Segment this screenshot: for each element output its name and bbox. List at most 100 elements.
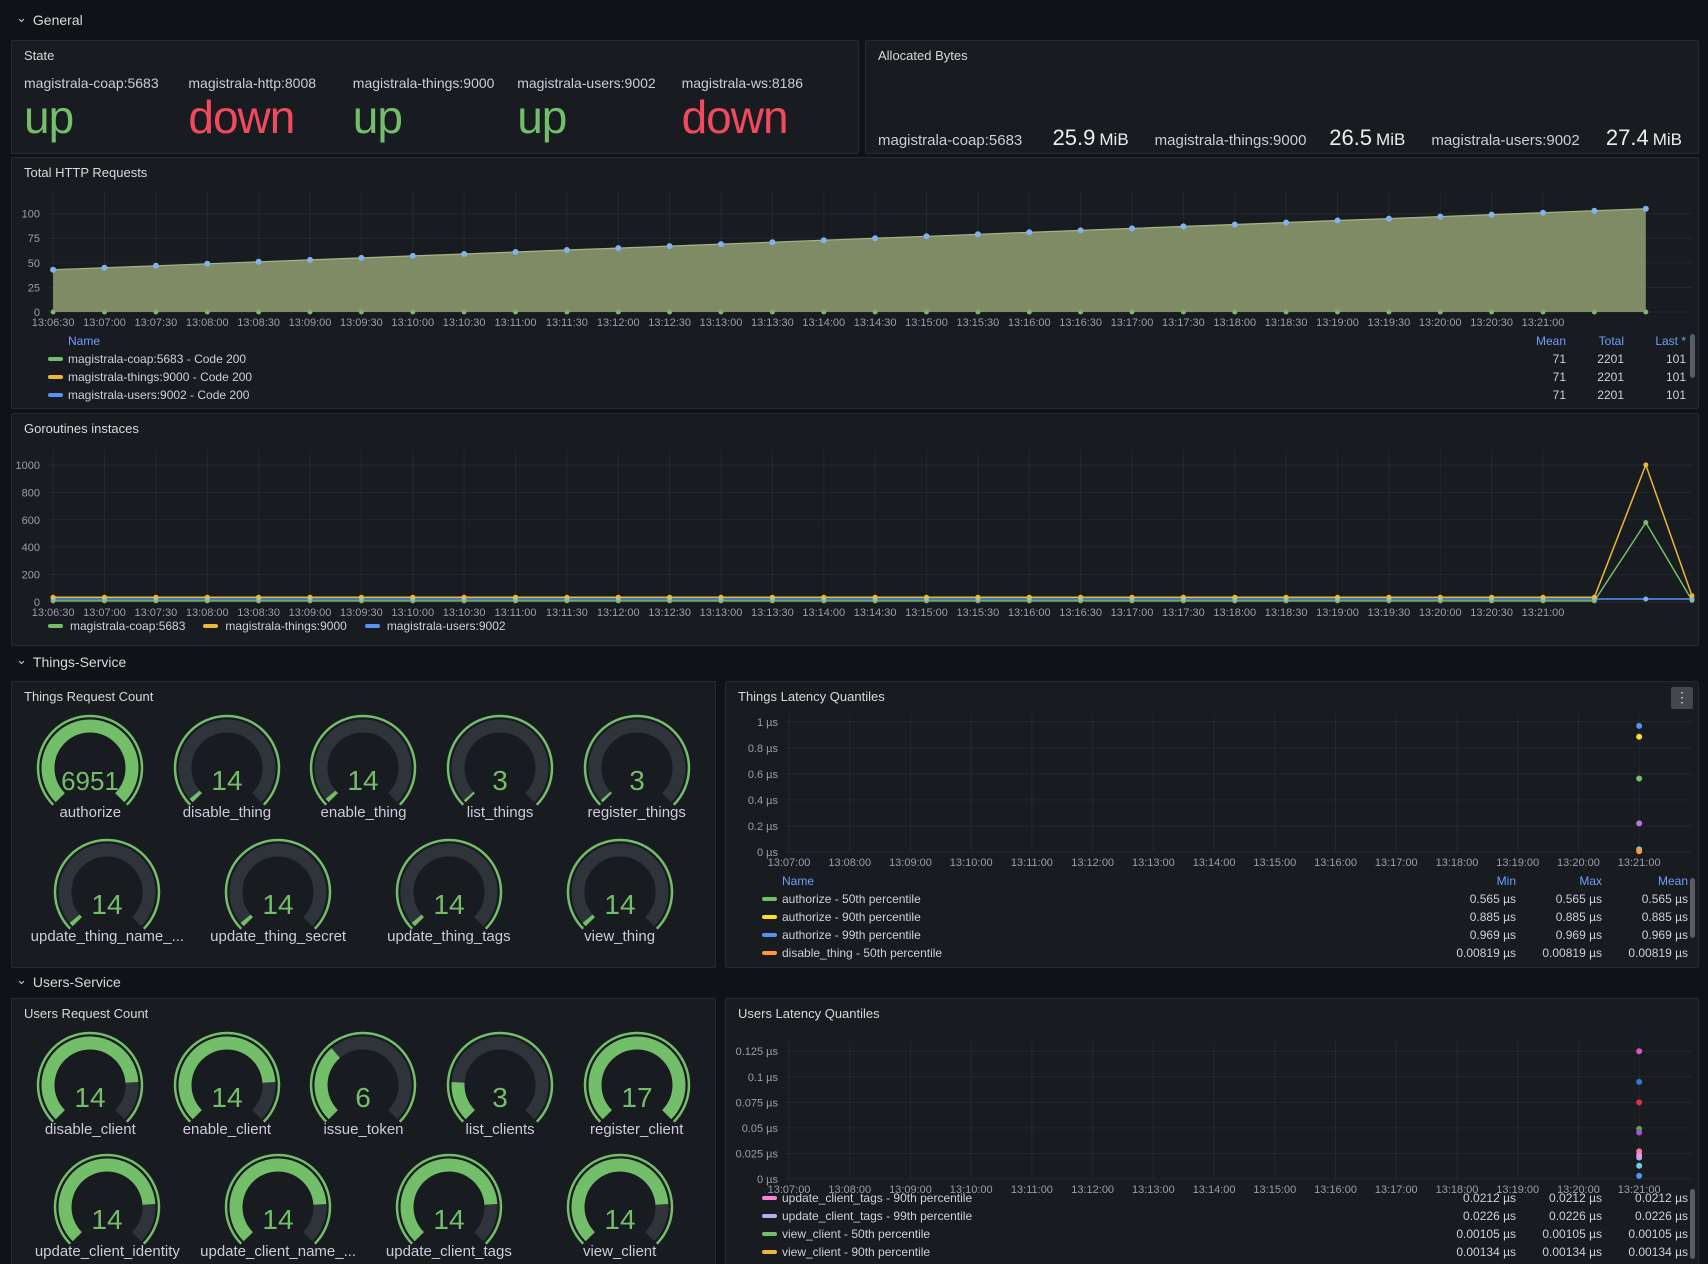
svg-text:13:21:00: 13:21:00 [1522,607,1565,619]
legend-series-name[interactable]: update_client_tags - 90th percentile [782,1191,973,1205]
legend-scrollbar[interactable] [1690,878,1695,938]
stat-magistrala-users:9002: magistrala-users:9002 up [517,75,681,144]
legend-row[interactable]: magistrala-coap:5683 - Code 200 71 2201 101 [42,350,1686,368]
panel-title: Users Latency Quantiles [738,1006,880,1021]
svg-text:13:11:30: 13:11:30 [546,607,588,619]
total-http-requests-chart[interactable]: 13:06:30 13:07:00 13:07:30 13:08:00 13:08:30… [12,184,1698,332]
legend-series-name[interactable]: magistrala-users:9002 - Code 200 [68,388,250,402]
legend-scrollbar[interactable] [1690,334,1695,378]
svg-text:13:20:00: 13:20:00 [1419,317,1462,329]
legend-header-Min[interactable]: Min [1496,874,1516,888]
svg-text:0.025 µs: 0.025 µs [736,1148,779,1160]
svg-text:13:13:00: 13:13:00 [700,607,743,619]
legend-scrollbar[interactable] [1690,1189,1695,1259]
legend-value: 0.00105 µs [1628,1227,1688,1241]
goroutines-chart[interactable]: 13:06:30 13:07:00 13:07:30 13:08:00 13:08:30… [12,442,1698,620]
gauge-value: 14 [92,889,123,920]
svg-text:13:20:00: 13:20:00 [1557,857,1600,868]
legend-row[interactable]: view_client - 50th percentile 0.00105 µs 0… [756,1225,1688,1243]
users-latency-chart[interactable]: 13:07:00 13:08:00 13:09:00 13:10:00 13:11:00… [726,1035,1698,1195]
legend-value: 0.00105 µs [1456,1227,1516,1241]
gauge-arc: 3 [446,714,554,806]
legend-row[interactable]: authorize - 99th percentile 0.969 µs 0.969… [756,926,1688,944]
legend-series-name[interactable]: authorize - 99th percentile [782,928,921,942]
legend-series-name[interactable]: magistrala-things:9000 - Code 200 [68,370,253,384]
svg-text:13:12:30: 13:12:30 [648,607,691,619]
legend-value: 0.00134 µs [1456,1245,1516,1259]
svg-text:50: 50 [28,258,40,270]
legend-row[interactable]: authorize - 90th percentile 0.885 µs 0.885… [756,908,1688,926]
legend-header-Last[interactable]: Last * [1655,334,1686,348]
svg-text:0 µs: 0 µs [757,1174,779,1186]
legend-row[interactable]: disable_thing - 50th percentile 0.00819 µ… [756,944,1688,962]
svg-text:13:18:30: 13:18:30 [1265,607,1308,619]
legend-header-Mean[interactable]: Mean [1535,334,1566,348]
section-header-things-service[interactable]: ⌄ Things-Service [16,652,126,670]
svg-text:13:10:00: 13:10:00 [950,1184,993,1195]
chevron-down-icon: ⌄ [16,652,27,667]
svg-text:0: 0 [34,597,40,609]
legend-item[interactable]: magistrala-things:9000 [203,619,347,633]
legend-header-name[interactable]: Name [68,334,101,348]
legend-item[interactable]: magistrala-coap:5683 [48,619,185,633]
legend-row[interactable]: view_client - 90th percentile 0.00134 µs 0… [756,1243,1688,1261]
alloc-value: 27.4 MiB [1605,125,1682,150]
gauge-arc: 6 [310,1031,417,1123]
gauge-label: authorize [59,804,122,821]
stat-name: magistrala-coap:5683 [24,75,159,91]
legend-value: 0.969 µs [1469,928,1516,942]
legend-value: 0.00105 µs [1542,1227,1602,1241]
gauge-arc: 14 [54,838,161,930]
legend-series-name[interactable]: update_client_tags - 99th percentile [782,1209,973,1223]
stat-magistrala-ws:8186: magistrala-ws:8186 down [682,75,846,144]
svg-text:13:17:00: 13:17:00 [1375,1184,1418,1195]
legend-item[interactable]: magistrala-users:9002 [364,619,506,633]
legend-header-Max[interactable]: Max [1579,874,1602,888]
legend-value: 0.565 µs [1555,892,1602,906]
stat-magistrala-http:8008: magistrala-http:8008 down [188,75,352,144]
legend-value: 0.00819 µs [1542,946,1602,960]
gauge-arc: 14 [566,1153,673,1245]
section-header-general[interactable]: ⌄ General [16,11,83,28]
legend-row[interactable]: authorize - 50th percentile 0.565 µs 0.565… [756,890,1688,908]
gauge-label: register_things [587,804,686,821]
legend-header-name[interactable]: Name [782,874,815,888]
svg-text:13:08:00: 13:08:00 [186,317,229,329]
svg-text:0: 0 [34,307,40,319]
legend-row[interactable]: update_client_tags - 99th percentile 0.02… [756,1207,1688,1225]
legend-value: 0.00819 µs [1456,946,1516,960]
legend-series-name[interactable]: authorize - 90th percentile [782,910,921,924]
legend-header-Mean[interactable]: Mean [1657,874,1688,888]
legend-value: 0.0212 µs [1549,1191,1602,1205]
legend-row[interactable]: update_client_tags - 90th percentile 0.02… [756,1189,1688,1207]
legend-value: 0.969 µs [1555,928,1602,942]
gauge-arc: 14 [310,714,417,806]
gauge-enable-thing: 14 enable_thing [295,710,432,821]
svg-text:13:07:00: 13:07:00 [83,317,126,329]
svg-text:13:07:00: 13:07:00 [83,607,126,619]
things-gauge-row-2: 14 update_thing_name_... 14 update_thing_se… [22,834,705,945]
legend-series-name[interactable]: view_client - 90th percentile [782,1245,931,1259]
svg-text:13:20:00: 13:20:00 [1419,607,1462,619]
svg-text:13:16:30: 13:16:30 [1059,607,1102,619]
svg-text:13:08:30: 13:08:30 [237,607,280,619]
legend-header-Total[interactable]: Total [1598,334,1624,348]
panel-title: Allocated Bytes [878,48,968,63]
legend-row[interactable]: magistrala-things:9000 - Code 200 71 2201 1… [42,368,1686,386]
things-latency-chart[interactable]: 13:07:00 13:08:00 13:09:00 13:10:00 13:11:00… [726,708,1698,868]
things-latency-legend: Name Min Max Mean authorize - 50th percentil… [756,872,1688,962]
legend-value: 0.00134 µs [1628,1245,1688,1259]
legend-row[interactable]: magistrala-users:9002 - Code 200 71 2201 10… [42,386,1686,404]
svg-text:13:09:00: 13:09:00 [289,317,332,329]
gauge-value: 3 [492,1082,508,1113]
gauge-update-thing-secret: 14 update_thing_secret [193,834,364,945]
svg-text:13:17:00: 13:17:00 [1111,317,1154,329]
svg-text:13:09:30: 13:09:30 [340,607,383,619]
legend-series-name[interactable]: authorize - 50th percentile [782,892,921,906]
section-header-users-service[interactable]: ⌄ Users-Service [16,973,121,990]
legend-series-name[interactable]: magistrala-coap:5683 - Code 200 [68,352,247,366]
legend-series-name[interactable]: view_client - 50th percentile [782,1227,931,1241]
svg-text:0.4 µs: 0.4 µs [748,795,779,807]
legend-series-name[interactable]: disable_thing - 50th percentile [782,946,943,960]
panel-menu-kebab-icon[interactable]: ⋮ [1671,687,1693,709]
